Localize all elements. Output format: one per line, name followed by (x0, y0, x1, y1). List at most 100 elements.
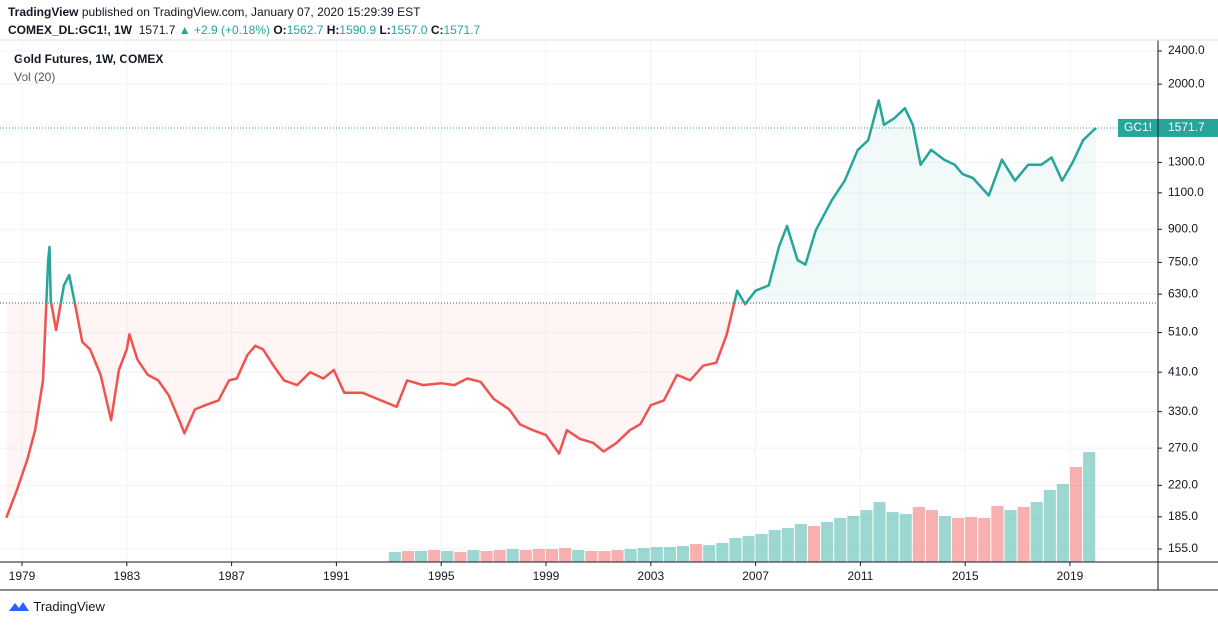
volume-bar (454, 552, 467, 562)
y-tick-label: 630.0 (1168, 286, 1198, 300)
volume-bar (559, 548, 572, 562)
volume-bar (991, 506, 1004, 562)
x-tick-label: 2011 (847, 569, 873, 583)
x-tick-label: 2003 (637, 569, 664, 583)
volume-title: Vol (20) (14, 70, 55, 84)
volume-bar (729, 538, 742, 562)
volume-bar (952, 518, 965, 562)
x-tick-label: 1987 (218, 569, 245, 583)
y-tick-label: 900.0 (1168, 221, 1198, 235)
volume-bar (938, 516, 952, 562)
ohlc-label: L: (379, 23, 391, 37)
y-tick-label: 1300.0 (1168, 155, 1205, 169)
volume-bar (978, 518, 991, 562)
volume-bar (650, 547, 663, 562)
volume-bar (899, 514, 912, 562)
volume-bar (716, 543, 729, 562)
volume-bar (624, 549, 637, 562)
volume-bar (545, 549, 559, 562)
y-tick-label: 750.0 (1168, 255, 1198, 269)
volume-bar (690, 544, 703, 562)
x-tick-label: 1983 (113, 569, 140, 583)
volume-bar (441, 551, 454, 562)
volume-bar (480, 551, 493, 562)
volume-bar (493, 550, 506, 562)
last-value-bg (1158, 118, 1218, 137)
y-tick-label: 1100.0 (1168, 185, 1204, 199)
logo (9, 602, 29, 611)
volume-bar (1030, 502, 1043, 562)
volume-bar (834, 518, 847, 562)
volume-bar (532, 549, 545, 562)
volume-bar (1017, 507, 1030, 562)
volume-bar (703, 545, 716, 562)
volume-bar (742, 536, 755, 562)
price-line (5, 99, 1097, 519)
y-tick-label: 155.0 (1168, 541, 1198, 555)
published: published on TradingView.com, January 07… (81, 5, 421, 19)
volume-bar (794, 524, 807, 562)
ohlc-value: 1557.0 (390, 23, 428, 37)
ohlc-value: 1590.9 (339, 23, 377, 37)
volume-bar (1069, 467, 1083, 562)
ohlc-label: H: (326, 23, 340, 37)
volume-bar (965, 517, 978, 562)
volume-bar (506, 549, 519, 562)
volume-bar (428, 550, 441, 562)
last: 1571.7 (138, 23, 176, 37)
last-label: GC1! (1124, 120, 1152, 134)
change: ▲ +2.9 (+0.18%) (178, 23, 270, 37)
volume-bar (886, 512, 899, 562)
plot (0, 40, 1158, 562)
x-tick-label: 2007 (742, 569, 769, 583)
chart-title: Gold Futures, 1W, COMEX (14, 52, 163, 66)
volume-bar (925, 510, 938, 562)
x-tick-label: 1999 (533, 569, 560, 583)
header-line: TradingView published on TradingView.com… (8, 5, 420, 19)
symbol: COMEX_DL:GC1!, 1W (8, 23, 133, 37)
volume-bar (1056, 484, 1069, 562)
y-tick-label: 2000.0 (1168, 76, 1205, 90)
volume-bar (873, 502, 886, 562)
y-tick-label: 410.0 (1168, 364, 1198, 378)
volume-bar (821, 522, 834, 562)
baseline-fill (6, 100, 1097, 518)
volume-bar (585, 551, 598, 562)
volume-bar (768, 530, 781, 562)
volume-bar (755, 534, 768, 562)
ohlc: O:1562.7 H:1590.9 L:1557.0 C:1571.7 (273, 23, 480, 37)
volume-bar (781, 528, 794, 562)
y-tick-label: 185.0 (1168, 509, 1198, 523)
brand: TradingView (8, 5, 79, 19)
volume-bar (519, 550, 532, 562)
ohlc-value: 1562.7 (286, 23, 324, 37)
volume-bar (1083, 452, 1096, 562)
footer-brand: TradingView (33, 599, 105, 614)
volume-bar (676, 546, 690, 562)
x-tick-label: 1979 (9, 569, 36, 583)
volume-bar (1004, 510, 1017, 562)
volume-bar (401, 551, 414, 562)
volume-bar (572, 550, 585, 562)
y-tick-label: 220.0 (1168, 478, 1198, 492)
x-tick-label: 1991 (323, 569, 350, 583)
volume-bar (637, 548, 650, 562)
symbol-line: COMEX_DL:GC1!, 1W 1571.7 ▲ +2.9 (+0.18%)… (8, 23, 480, 37)
volume-bar (807, 526, 821, 562)
volume-bar (663, 547, 676, 562)
y-tick-label: 510.0 (1168, 325, 1198, 339)
volume-bar (467, 550, 480, 562)
y-tick-label: 270.0 (1168, 440, 1198, 454)
last-value: 1571.7 (1168, 120, 1205, 134)
ohlc-value: 1571.7 (443, 23, 481, 37)
ohlc-label: O: (273, 23, 287, 37)
footer: TradingView (8, 599, 105, 614)
volume-bar (860, 510, 873, 562)
volume-bar (1043, 490, 1056, 562)
volume-bar (847, 516, 860, 562)
last-label-bg (1118, 118, 1158, 137)
volume-bar (388, 552, 401, 562)
x-tick-label: 1995 (428, 569, 455, 583)
